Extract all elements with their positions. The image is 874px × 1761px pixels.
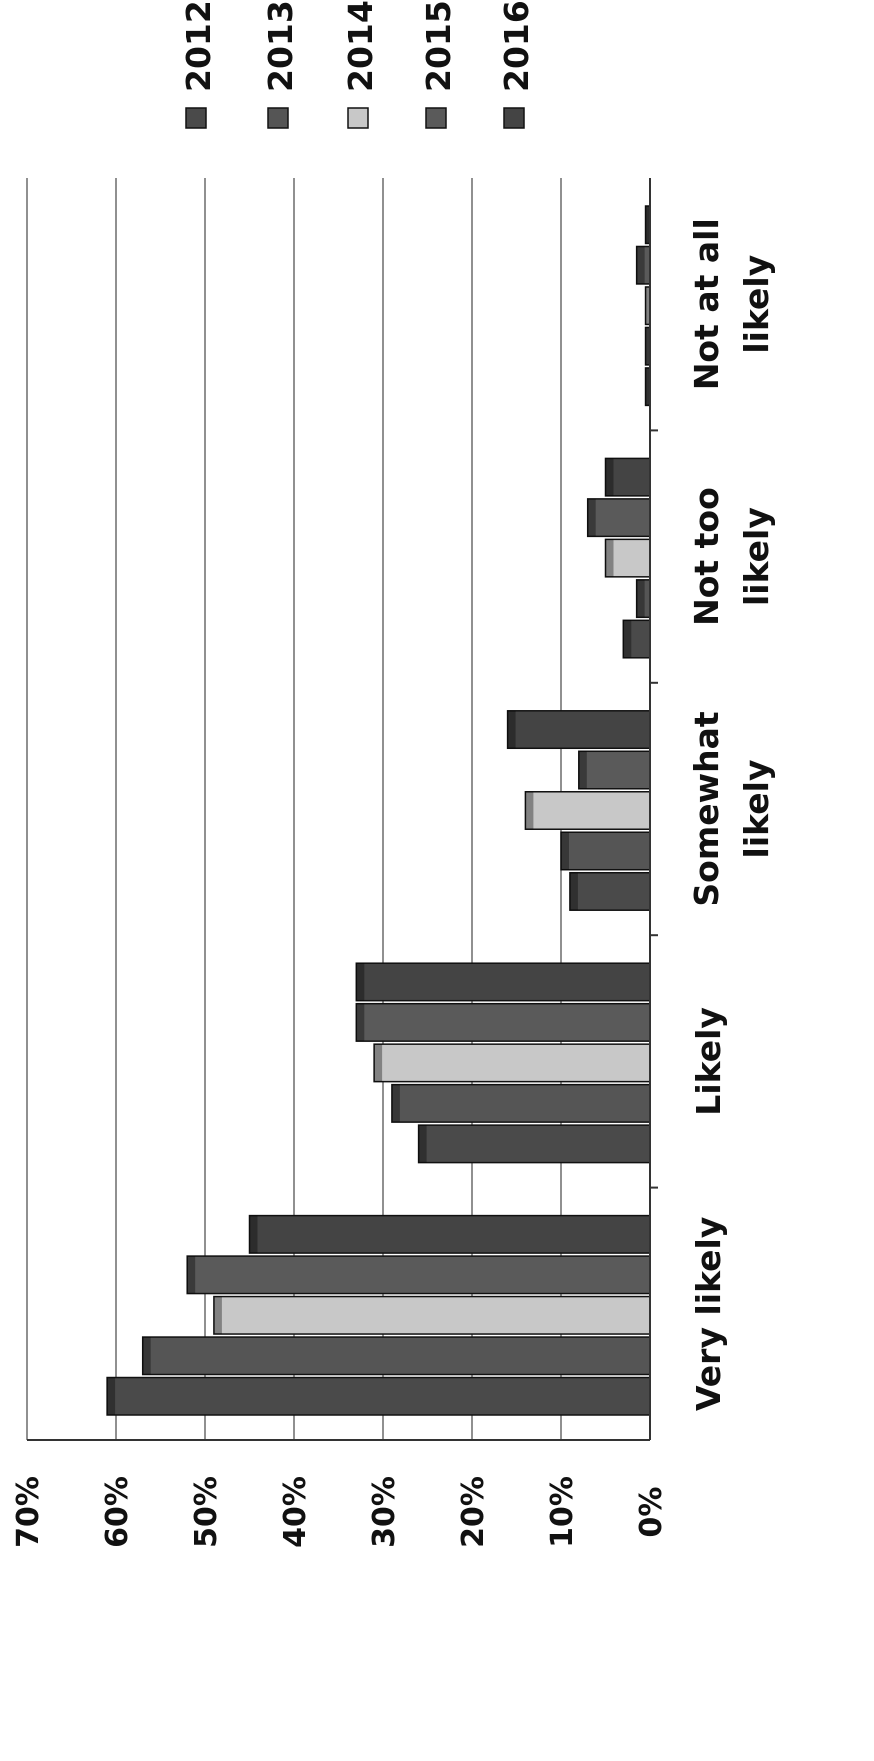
- y-tick-label: 30%: [367, 1476, 402, 1548]
- bar: [604, 538, 651, 578]
- y-tick-label: 10%: [545, 1476, 580, 1548]
- y-tick-label: 20%: [456, 1476, 491, 1548]
- bar-end-cap: [507, 710, 516, 749]
- bar-end-cap: [645, 206, 650, 244]
- bar: [506, 710, 651, 750]
- bar-end-cap: [213, 1296, 222, 1335]
- bar: [355, 962, 651, 1002]
- bar-end-cap: [578, 751, 587, 789]
- y-tick-label: 60%: [100, 1476, 135, 1548]
- bar-end-cap: [391, 1084, 400, 1123]
- bar-end-cap: [356, 963, 365, 1001]
- bar-end-cap: [249, 1215, 258, 1254]
- bar: [560, 831, 651, 871]
- bar-end-cap: [561, 832, 569, 870]
- bar-end-cap: [636, 246, 645, 284]
- legend-label: 2012: [179, 0, 218, 92]
- bar: [213, 1295, 651, 1335]
- bar: [524, 791, 651, 830]
- category-label: Not too: [687, 487, 726, 626]
- bar-end-cap: [187, 1256, 196, 1294]
- bar: [248, 1214, 651, 1254]
- bar-layer: [106, 205, 651, 1416]
- y-tick-label: 40%: [278, 1476, 313, 1548]
- legend-swatch: [503, 107, 525, 129]
- legend-swatch: [185, 107, 207, 129]
- category-label: Somewhat: [687, 711, 726, 906]
- bar: [141, 1336, 651, 1376]
- category-label: likely: [737, 760, 776, 859]
- bar-end-cap: [605, 539, 614, 577]
- category-label: likely: [737, 507, 776, 606]
- bar-end-cap: [107, 1377, 116, 1415]
- bar-end-cap: [636, 579, 645, 618]
- legend-label: 2014: [341, 0, 380, 92]
- bar: [106, 1376, 651, 1416]
- bar-end-cap: [605, 458, 614, 496]
- legend-label: 2013: [261, 0, 300, 92]
- legend: 2012 2013 2014 2015 2016: [179, 0, 536, 129]
- bar: [391, 1083, 651, 1123]
- bar: [578, 750, 651, 790]
- bar: [586, 498, 651, 538]
- legend-label: 2015: [419, 0, 458, 92]
- legend-swatch: [267, 107, 289, 129]
- axis-layer: [27, 178, 658, 1441]
- legend-swatch: [425, 107, 447, 129]
- bar-end-cap: [623, 620, 632, 658]
- bar-end-cap: [142, 1337, 151, 1375]
- legend-label: 2016: [497, 0, 536, 92]
- bar-end-cap: [645, 327, 650, 365]
- bar: [373, 1043, 651, 1083]
- bar-end-cap: [645, 367, 650, 406]
- bar: [355, 1002, 651, 1042]
- bar: [569, 871, 651, 911]
- bar: [622, 619, 651, 659]
- bar: [186, 1255, 651, 1295]
- category-label: Very likely: [689, 1217, 728, 1411]
- category-label: Not at all: [687, 218, 726, 390]
- y-tick-label: 50%: [189, 1476, 224, 1548]
- bar: [417, 1124, 651, 1164]
- label-layer: 0% 10% 20% 30% 40% 50% 60% 70% Very likely Likely…: [11, 218, 776, 1548]
- bar: [604, 457, 651, 497]
- y-tick-label: 0%: [634, 1487, 669, 1538]
- category-label: likely: [737, 255, 776, 354]
- bar-end-cap: [569, 872, 578, 911]
- bar-end-cap: [374, 1044, 383, 1082]
- bar-end-cap: [418, 1125, 427, 1163]
- category-label: Likely: [689, 1007, 728, 1116]
- bar-end-cap: [525, 791, 534, 830]
- grid-layer: [26, 178, 562, 1440]
- bar-end-cap: [587, 498, 596, 537]
- bar-end-cap: [645, 286, 650, 325]
- y-tick-label: 70%: [11, 1476, 46, 1548]
- legend-swatch: [347, 107, 369, 129]
- bar-end-cap: [356, 1003, 365, 1042]
